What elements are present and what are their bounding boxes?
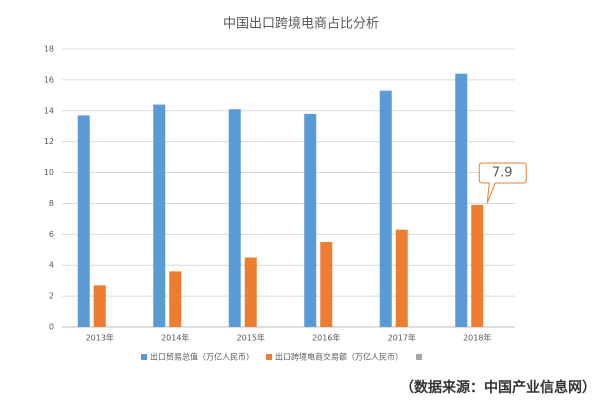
chart-title: 中国出口跨境电商占比分析 (223, 17, 379, 32)
data-label: 7.9 (492, 165, 513, 180)
x-tick-label: 2013年 (86, 333, 114, 343)
legend-swatch (141, 354, 147, 360)
bar (471, 204, 484, 327)
bar (304, 113, 317, 327)
legend-swatch (416, 354, 422, 360)
legend-label: 出口跨境电商交易额（万亿人民币） (275, 352, 403, 362)
legend-swatch (266, 354, 272, 360)
x-tick-label: 2015年 (237, 333, 265, 343)
bar (77, 115, 90, 328)
y-tick-label: 16 (44, 75, 54, 84)
x-tick-label: 2016年 (312, 333, 340, 343)
y-tick-label: 10 (44, 168, 54, 177)
bar (320, 242, 333, 327)
bar (93, 285, 106, 327)
source: （数据来源：中国产业信息网） (400, 379, 596, 396)
y-tick-label: 8 (49, 199, 54, 208)
callout (478, 162, 527, 204)
x-tick-label: 2014年 (161, 333, 189, 343)
x-tick-label: 2018年 (463, 333, 491, 343)
y-tick-label: 6 (49, 230, 54, 239)
y-tick-label: 18 (44, 45, 54, 54)
x-tick-label: 2017年 (388, 333, 416, 343)
bar (169, 271, 182, 327)
y-tick-label: 14 (44, 106, 54, 115)
bar (153, 104, 166, 327)
y-tick-label: 2 (49, 292, 54, 301)
y-tick-label: 12 (44, 137, 54, 146)
bar (395, 229, 408, 327)
y-tick-label: 0 (49, 323, 54, 332)
bar (379, 90, 392, 327)
legend-label: 出口贸易总值（万亿人民币） (150, 352, 254, 362)
bar (244, 257, 257, 327)
y-tick-label: 4 (49, 261, 54, 270)
bar (228, 109, 241, 327)
bar (455, 73, 468, 327)
